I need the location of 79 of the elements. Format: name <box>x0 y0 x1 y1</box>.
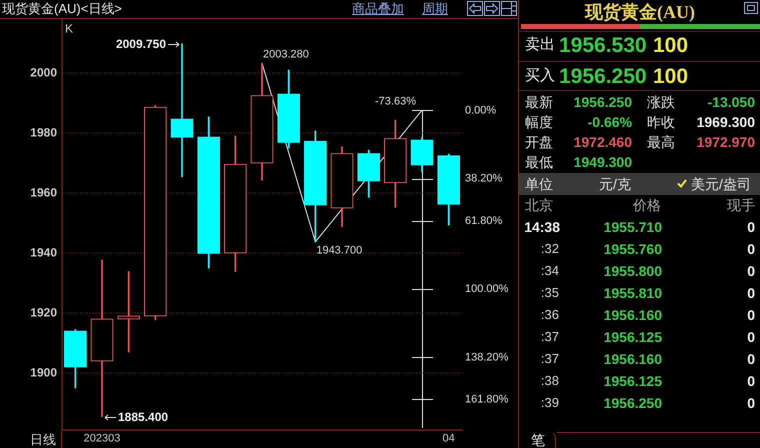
text: 0 <box>747 373 755 390</box>
text: 昨收 <box>647 114 675 131</box>
y-tick-label: 2000 <box>30 65 58 80</box>
text: 14:38 <box>524 219 560 236</box>
annotation: K <box>65 21 74 36</box>
x-tick-label: 202303 <box>84 432 120 445</box>
text: 商品叠加 <box>352 1 404 17</box>
text: 100 <box>653 33 688 58</box>
y2-tick-label: 161.80% <box>465 393 509 406</box>
text: -13.050 <box>708 94 755 111</box>
y2-tick-label: 61.80% <box>465 214 503 227</box>
y-tick-label: 1920 <box>30 305 58 320</box>
text: 1956.160 <box>604 351 662 368</box>
text: :36 <box>540 307 559 323</box>
text: 最低 <box>525 154 553 171</box>
text: 1969.300 <box>696 114 755 131</box>
text: :38 <box>540 373 559 389</box>
text: 最新 <box>525 94 553 111</box>
text: 1955.710 <box>604 219 662 236</box>
text: 1956.125 <box>604 329 662 346</box>
text: 1955.800 <box>604 263 662 280</box>
text: 1956.530 <box>559 33 647 58</box>
x-axis-title: 日线 <box>30 432 56 448</box>
text: :39 <box>540 395 559 411</box>
text: 0 <box>747 329 755 346</box>
text: 1972.460 <box>574 134 632 151</box>
text: -0.66% <box>588 114 632 131</box>
text: 单位 <box>525 176 553 193</box>
text: 1972.970 <box>696 134 755 151</box>
chart-title: 现货黄金(AU)<日线> <box>2 1 122 17</box>
text: 涨跌 <box>647 94 675 111</box>
text: 1956.250 <box>559 64 647 89</box>
text: 元/克 <box>599 176 631 193</box>
text: :32 <box>540 241 559 257</box>
y-tick-label: 1980 <box>30 125 58 140</box>
text: 0 <box>747 219 755 236</box>
text: :35 <box>540 285 559 301</box>
y-tick-label: 1940 <box>30 245 58 260</box>
text: 北京 <box>525 197 553 214</box>
annotation: -73.63% <box>375 96 416 108</box>
y2-tick-label: 38.20% <box>465 172 503 185</box>
text: 美元/盎司 <box>691 176 751 193</box>
text: 0 <box>747 263 755 280</box>
y-tick-label: 1960 <box>30 185 58 200</box>
text: 0 <box>747 241 755 258</box>
y2-tick-label: 100.00% <box>465 283 509 296</box>
data-label: 1943.700 <box>316 244 362 256</box>
text: 最高 <box>647 134 675 151</box>
text: 开盘 <box>525 134 553 151</box>
tab: 笔 <box>521 432 556 448</box>
annotation: 2009.750 <box>116 36 166 51</box>
text: 周期 <box>422 1 448 17</box>
text: 0 <box>747 395 755 412</box>
text: 现货黄金(AU) <box>585 1 695 23</box>
y2-tick-label: 138.20% <box>465 351 509 364</box>
text: 1949.300 <box>574 154 632 171</box>
text: :37 <box>540 329 559 345</box>
text: 现手 <box>727 197 755 214</box>
text: 1955.810 <box>604 285 662 302</box>
text: 1956.125 <box>604 373 662 390</box>
text: 1956.250 <box>574 94 632 111</box>
text: 卖出 <box>525 36 555 54</box>
text: 1956.160 <box>604 307 662 324</box>
y2-tick-label: 0.00% <box>465 104 496 116</box>
text: 100 <box>653 64 688 89</box>
text: 1956.250 <box>604 395 662 412</box>
text: 买入 <box>525 67 555 85</box>
text: 0 <box>747 351 755 368</box>
text: 价格 <box>633 197 661 214</box>
y-tick-label: 1900 <box>30 365 58 380</box>
text: 幅度 <box>525 114 553 131</box>
annotation: 1885.400 <box>118 410 168 424</box>
text: 0 <box>747 307 755 324</box>
text: 1955.760 <box>604 241 662 258</box>
x-tick-label: 04 <box>442 432 455 445</box>
data-label: 2003.280 <box>263 48 309 61</box>
text: :37 <box>540 351 559 367</box>
text: :34 <box>540 263 559 279</box>
text: 0 <box>747 285 755 302</box>
